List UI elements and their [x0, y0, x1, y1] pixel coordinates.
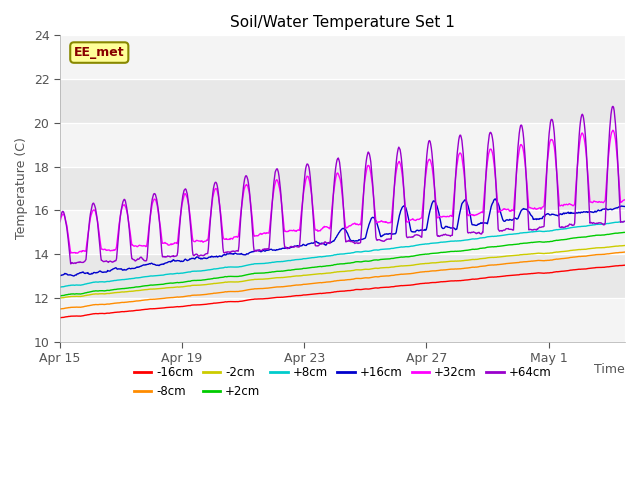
- Text: EE_met: EE_met: [74, 46, 125, 59]
- Bar: [60, 210, 625, 254]
- Bar: [60, 123, 625, 167]
- Text: Time: Time: [595, 363, 625, 376]
- Legend: -16cm, -8cm, -2cm, +2cm, +8cm, +16cm, +32cm, +64cm: -16cm, -8cm, -2cm, +2cm, +8cm, +16cm, +3…: [129, 362, 556, 403]
- Y-axis label: Temperature (C): Temperature (C): [15, 138, 28, 240]
- Bar: [60, 298, 625, 342]
- Title: Soil/Water Temperature Set 1: Soil/Water Temperature Set 1: [230, 15, 455, 30]
- Bar: [60, 36, 625, 79]
